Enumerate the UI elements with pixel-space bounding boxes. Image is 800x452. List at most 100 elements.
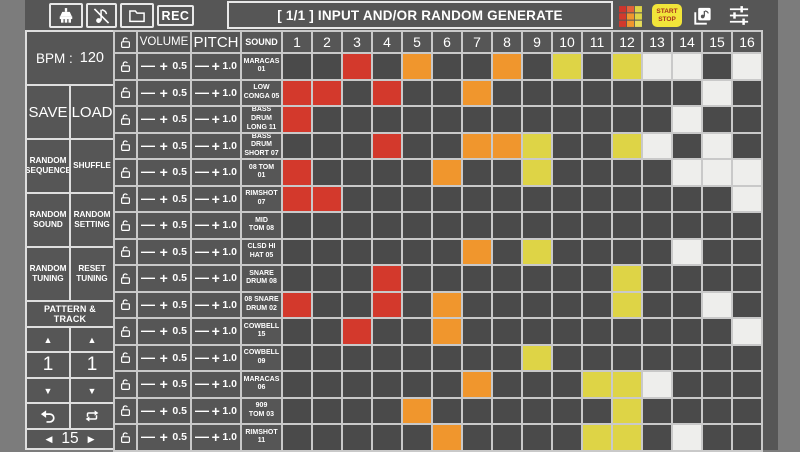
step-cell[interactable] [403, 319, 431, 344]
step-cell[interactable] [733, 213, 761, 238]
step-cell[interactable] [703, 372, 731, 397]
step-cell[interactable] [493, 266, 521, 291]
track-lock-button[interactable] [115, 213, 136, 238]
sound-select-button[interactable]: MARACAS 06 [242, 372, 281, 397]
step-cell[interactable] [313, 133, 341, 158]
pitch-plus-button[interactable]: + [211, 402, 220, 419]
step-cell[interactable] [733, 239, 761, 264]
step-cell[interactable] [703, 213, 731, 238]
step-cell[interactable] [613, 266, 641, 291]
note-mute-button[interactable] [86, 3, 117, 28]
step-cell[interactable] [313, 345, 341, 370]
step-cell[interactable] [703, 54, 731, 79]
step-cell[interactable] [583, 107, 611, 132]
step-cell[interactable] [673, 372, 701, 397]
track-lock-button[interactable] [115, 372, 136, 397]
step-cell[interactable] [403, 372, 431, 397]
step-cell[interactable] [523, 398, 551, 423]
volume-plus-button[interactable]: + [159, 217, 168, 234]
sound-select-button[interactable]: 909 TOM 03 [242, 398, 281, 423]
volume-minus-button[interactable]: — [141, 348, 155, 365]
step-cell[interactable] [673, 107, 701, 132]
volume-minus-button[interactable]: — [141, 375, 155, 392]
step-cell[interactable] [373, 54, 401, 79]
step-cell[interactable] [643, 239, 671, 264]
volume-plus-button[interactable]: + [159, 111, 168, 128]
step-cell[interactable] [403, 239, 431, 264]
pattern-up-button[interactable]: ▲ [27, 328, 69, 351]
step-cell[interactable] [583, 398, 611, 423]
step-cell[interactable] [643, 398, 671, 423]
page-next-button[interactable]: ▶ [87, 433, 95, 444]
step-cell[interactable] [613, 319, 641, 344]
step-cell[interactable] [343, 425, 371, 450]
sound-select-button[interactable]: RIMSHOT 07 [242, 186, 281, 211]
step-cell[interactable] [373, 319, 401, 344]
step-cell[interactable] [403, 398, 431, 423]
step-cell[interactable] [733, 133, 761, 158]
step-cell[interactable] [523, 239, 551, 264]
step-cell[interactable] [733, 80, 761, 105]
track-lock-button[interactable] [115, 266, 136, 291]
step-cell[interactable] [343, 54, 371, 79]
step-cell[interactable] [553, 266, 581, 291]
step-cell[interactable] [583, 425, 611, 450]
step-cell[interactable] [673, 239, 701, 264]
step-cell[interactable] [343, 160, 371, 185]
step-cell[interactable] [433, 239, 461, 264]
volume-minus-button[interactable]: — [141, 269, 155, 286]
step-cell[interactable] [583, 266, 611, 291]
pitch-minus-button[interactable]: — [195, 375, 209, 392]
step-cell[interactable] [463, 133, 491, 158]
step-cell[interactable] [553, 133, 581, 158]
pitch-plus-button[interactable]: + [211, 243, 220, 260]
step-cell[interactable] [643, 266, 671, 291]
step-cell[interactable] [343, 239, 371, 264]
step-cell[interactable] [673, 345, 701, 370]
step-cell[interactable] [433, 213, 461, 238]
step-cell[interactable] [523, 133, 551, 158]
step-cell[interactable] [673, 186, 701, 211]
step-cell[interactable] [433, 345, 461, 370]
bpm-display[interactable]: BPM : 120 [27, 32, 113, 84]
step-cell[interactable] [583, 80, 611, 105]
step-cell[interactable] [733, 186, 761, 211]
step-cell[interactable] [523, 345, 551, 370]
step-cell[interactable] [673, 266, 701, 291]
step-cell[interactable] [313, 186, 341, 211]
step-cell[interactable] [313, 372, 341, 397]
step-cell[interactable] [433, 133, 461, 158]
start-stop-button[interactable]: START STOP [652, 4, 682, 27]
track-lock-button[interactable] [115, 398, 136, 423]
step-cell[interactable] [343, 372, 371, 397]
step-cell[interactable] [493, 54, 521, 79]
volume-minus-button[interactable]: — [141, 163, 155, 180]
step-cell[interactable] [403, 80, 431, 105]
step-cell[interactable] [343, 266, 371, 291]
pitch-minus-button[interactable]: — [195, 189, 209, 206]
step-cell[interactable] [613, 398, 641, 423]
pitch-minus-button[interactable]: — [195, 269, 209, 286]
step-cell[interactable] [373, 160, 401, 185]
track-lock-button[interactable] [115, 319, 136, 344]
page-prev-button[interactable]: ◀ [45, 433, 53, 444]
save-button[interactable]: SAVE [27, 86, 69, 138]
track-up-button[interactable]: ▲ [71, 328, 113, 351]
step-cell[interactable] [313, 54, 341, 79]
step-cell[interactable] [283, 133, 311, 158]
sound-select-button[interactable]: 08 TOM 01 [242, 160, 281, 185]
track-lock-button[interactable] [115, 186, 136, 211]
step-cell[interactable] [523, 266, 551, 291]
step-cell[interactable] [433, 425, 461, 450]
step-cell[interactable] [403, 425, 431, 450]
step-cell[interactable] [313, 160, 341, 185]
volume-minus-button[interactable]: — [141, 57, 155, 74]
step-cell[interactable] [343, 213, 371, 238]
pitch-minus-button[interactable]: — [195, 242, 209, 259]
step-cell[interactable] [463, 80, 491, 105]
step-cell[interactable] [733, 319, 761, 344]
step-cell[interactable] [703, 345, 731, 370]
volume-plus-button[interactable]: + [159, 376, 168, 393]
step-cell[interactable] [343, 133, 371, 158]
step-cell[interactable] [553, 425, 581, 450]
